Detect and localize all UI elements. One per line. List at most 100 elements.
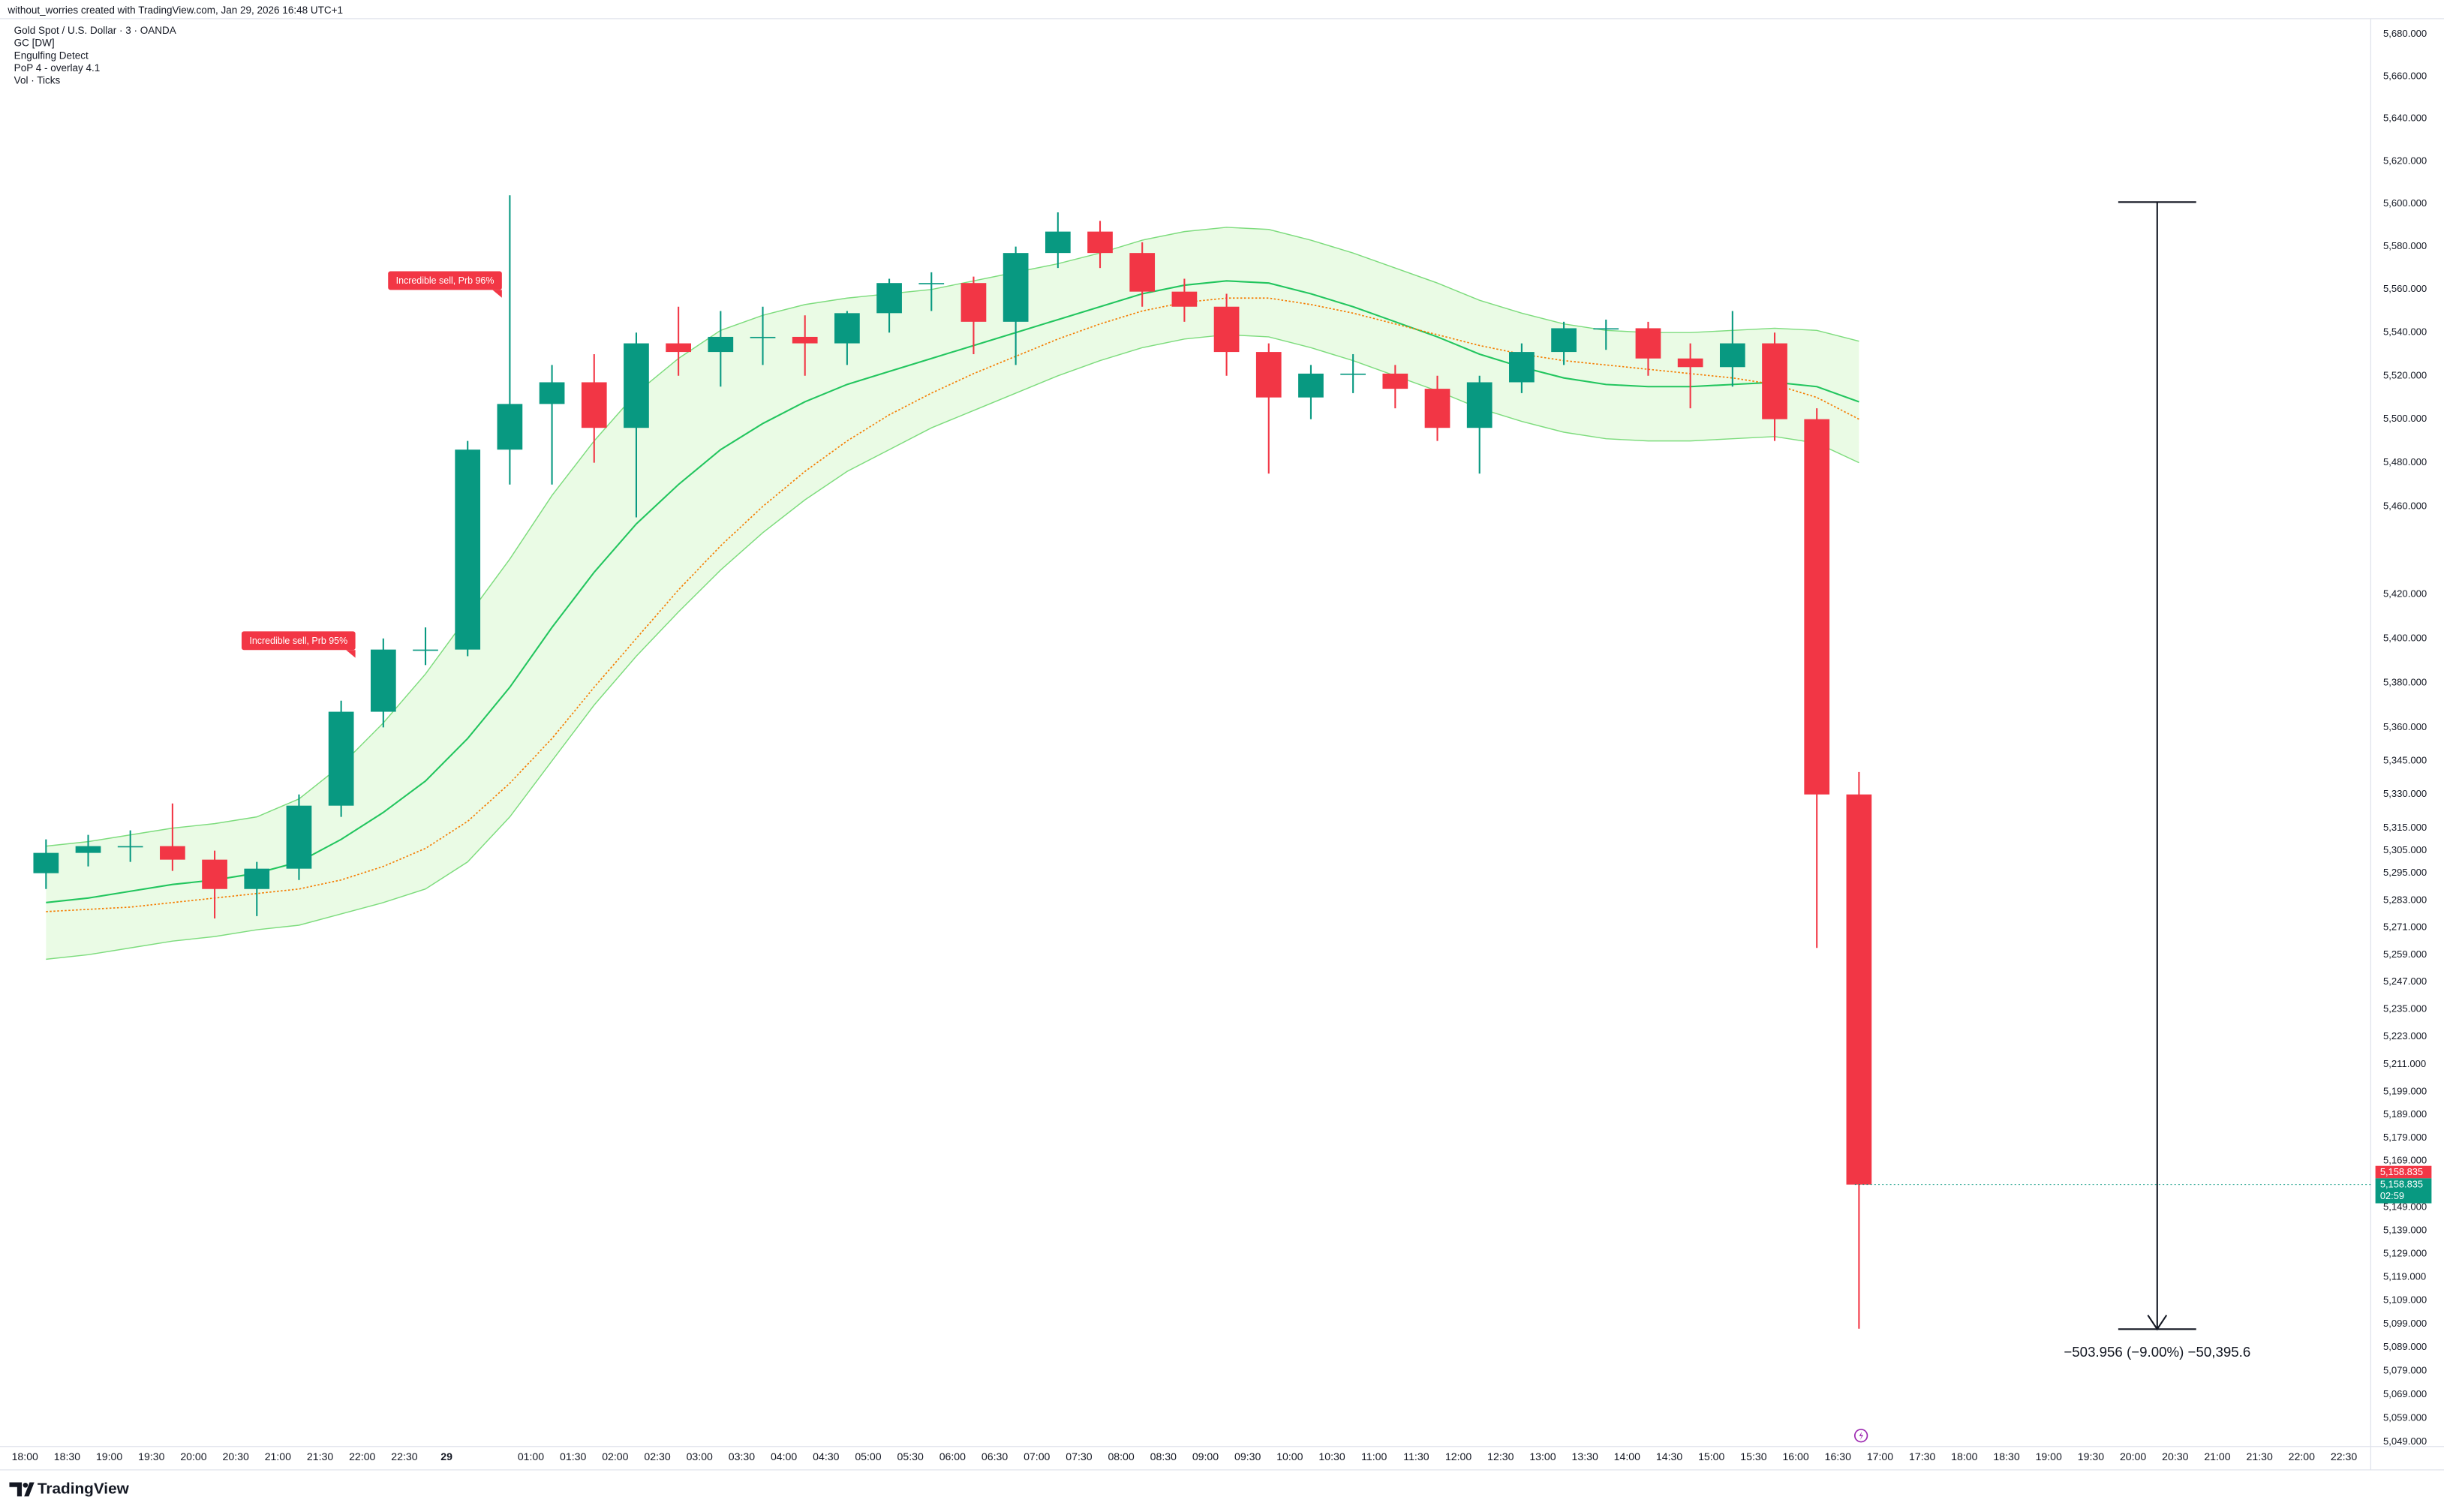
candle-body [1340, 373, 1366, 375]
x-tick-label: 07:00 [1024, 1450, 1050, 1462]
y-tick-label: 5,247.000 [2383, 975, 2427, 987]
annotation-box [241, 631, 356, 651]
candle-body [834, 313, 860, 344]
y-tick-label: 5,149.000 [2383, 1201, 2427, 1212]
annotation-box [388, 271, 502, 290]
candle-body [1804, 419, 1830, 795]
y-tick-label: 5,420.000 [2383, 588, 2427, 599]
candle-body [244, 868, 270, 889]
candle-body [1087, 231, 1113, 254]
y-tick-label: 5,600.000 [2383, 197, 2427, 209]
brand: TradingView [38, 1480, 130, 1498]
x-tick-label: 19:30 [138, 1450, 164, 1462]
x-tick-label: 01:00 [518, 1450, 544, 1462]
y-tick-label: 5,580.000 [2383, 240, 2427, 251]
candle-body [581, 382, 607, 428]
y-tick-label: 5,345.000 [2383, 754, 2427, 765]
x-tick-label: 20:00 [180, 1450, 206, 1462]
x-tick-label: 21:00 [2204, 1450, 2230, 1462]
x-tick-label: 14:30 [1656, 1450, 1682, 1462]
y-tick-label: 5,079.000 [2383, 1365, 2427, 1376]
candle-body [1635, 328, 1661, 359]
price-tag-text: 5,158.835 [2380, 1166, 2423, 1177]
y-tick-label: 5,259.000 [2383, 948, 2427, 960]
candle-body [1003, 253, 1029, 322]
x-tick-label: 13:30 [1572, 1450, 1598, 1462]
candle-body [1424, 389, 1450, 428]
x-tick-label: 09:00 [1192, 1450, 1219, 1462]
candle-body [624, 343, 649, 428]
indicator-label: Vol · Ticks [14, 75, 61, 86]
candle-body [286, 805, 312, 869]
y-tick-label: 5,500.000 [2383, 413, 2427, 424]
y-tick-label: 5,520.000 [2383, 369, 2427, 380]
candle-body [1719, 343, 1745, 368]
candle-body [413, 649, 438, 651]
x-tick-label: 19:30 [2078, 1450, 2104, 1462]
x-tick-label: 05:30 [897, 1450, 924, 1462]
x-tick-label: 02:30 [644, 1450, 670, 1462]
y-tick-label: 5,069.000 [2383, 1388, 2427, 1399]
logo-dot [23, 1482, 29, 1488]
x-tick-label: 06:00 [939, 1450, 966, 1462]
candle-body [1551, 328, 1577, 353]
x-tick-label: 08:00 [1108, 1450, 1134, 1462]
x-tick-label: 08:30 [1150, 1450, 1177, 1462]
y-tick-label: 5,315.000 [2383, 822, 2427, 833]
x-tick-label: 22:30 [391, 1450, 417, 1462]
x-tick-label: 20:30 [223, 1450, 249, 1462]
x-tick-label: 18:00 [1951, 1450, 1977, 1462]
event-icon-glyph [1859, 1431, 1864, 1441]
x-tick-label: 17:00 [1867, 1450, 1893, 1462]
candle-body [1509, 352, 1535, 383]
y-tick-label: 5,480.000 [2383, 456, 2427, 467]
candle-body [75, 846, 101, 853]
x-tick-label: 11:00 [1361, 1450, 1387, 1462]
annotation-text: Incredible sell, Prb 96% [396, 275, 495, 286]
candle-body [1171, 291, 1198, 307]
x-tick-label: 06:30 [982, 1450, 1008, 1462]
candle-body [792, 336, 818, 344]
credit: without_worries created with TradingView… [7, 5, 343, 16]
candle-body [370, 649, 396, 712]
x-tick-label: 15:00 [1698, 1450, 1724, 1462]
candle-body [539, 382, 565, 404]
y-tick-label: 5,295.000 [2383, 867, 2427, 878]
y-tick-label: 5,271.000 [2383, 921, 2427, 932]
y-tick-label: 5,179.000 [2383, 1132, 2427, 1143]
x-tick-label: 02:00 [602, 1450, 628, 1462]
indicator-label: PoP 4 - overlay 4.1 [14, 62, 101, 74]
candle-body [160, 846, 185, 860]
indicator-label: GC [DW] [14, 38, 55, 49]
x-tick-label: 03:00 [687, 1450, 713, 1462]
y-tick-label: 5,400.000 [2383, 632, 2427, 643]
x-tick-label: 10:30 [1318, 1450, 1345, 1462]
x-tick-label: 15:30 [1740, 1450, 1766, 1462]
x-tick-label: 21:00 [265, 1450, 291, 1462]
signal-line [46, 297, 1859, 912]
y-tick-label: 5,360.000 [2383, 721, 2427, 732]
y-tick-label: 5,235.000 [2383, 1003, 2427, 1015]
x-tick-label: 16:30 [1825, 1450, 1851, 1462]
x-tick-label: 20:30 [2162, 1450, 2188, 1462]
measure-label: −503.956 (−9.00%) −50,395.6 [2064, 1344, 2250, 1360]
band-fill [46, 227, 1859, 960]
y-tick-label: 5,129.000 [2383, 1247, 2427, 1258]
x-tick-label: 03:30 [729, 1450, 755, 1462]
annotation: Incredible sell, Prb 96% [388, 271, 502, 298]
candle-body [1466, 382, 1493, 428]
price-tag-text: 5,158.835 [2380, 1178, 2423, 1189]
candle-body [1846, 794, 1872, 1185]
x-tick-label: 18:00 [12, 1450, 38, 1462]
y-tick-label: 5,380.000 [2383, 676, 2427, 687]
candle-body [117, 846, 143, 848]
candle-body [1677, 358, 1703, 368]
y-tick-label: 5,620.000 [2383, 155, 2427, 166]
y-tick-label: 5,119.000 [2383, 1271, 2426, 1282]
x-tick-label: 17:30 [1909, 1450, 1935, 1462]
y-tick-label: 5,049.000 [2383, 1435, 2427, 1447]
y-tick-label: 5,680.000 [2383, 28, 2427, 39]
x-tick-label: 22:00 [349, 1450, 375, 1462]
candle-body [666, 343, 691, 353]
